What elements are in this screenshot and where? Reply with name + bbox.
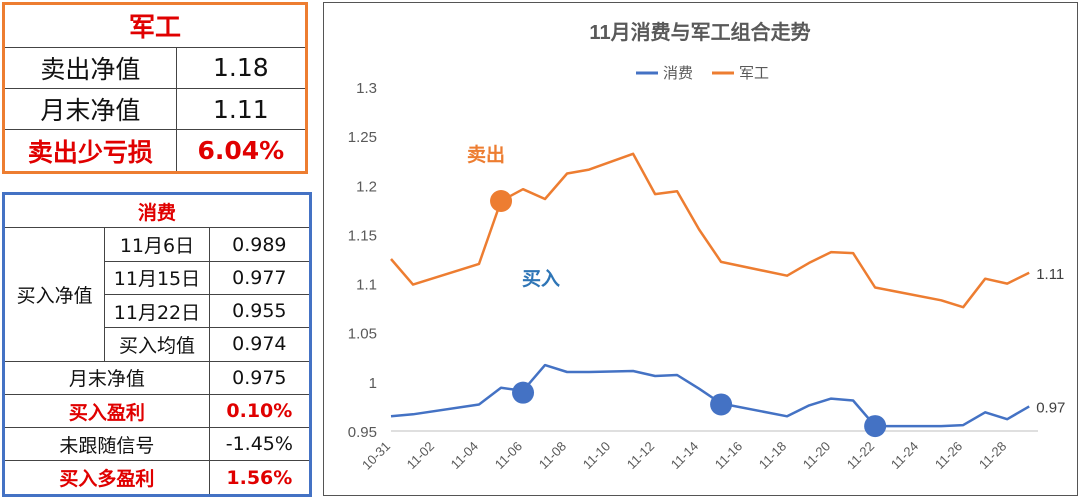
x-tick-label: 10-31 <box>359 439 393 473</box>
sell-nav-value: 1.18 <box>175 46 308 90</box>
y-tick-label: 1.15 <box>348 227 377 244</box>
month-end-nav-label: 月末净值 <box>3 360 210 395</box>
military-summary-table: 军工 卖出净值 1.18 月末净值 1.11 卖出少亏损 6.04% <box>2 2 308 174</box>
sell-less-loss-value: 6.04% <box>175 129 308 173</box>
buy-profit-label: 买入盈利 <box>3 393 210 429</box>
end-data-label: 0.97 <box>1036 399 1065 416</box>
buy-date-label: 11月22日 <box>104 294 210 329</box>
x-tick-label: 11-18 <box>756 439 789 472</box>
consumer-table-title: 消费 <box>3 192 311 229</box>
buy-extra-profit-value: 1.56% <box>208 460 312 496</box>
buy-point-marker <box>864 415 887 438</box>
y-tick-label: 1.3 <box>356 80 377 97</box>
chart-container: 11月消费与军工组合走势 消费 军工 0.95 1 1.05 1.1 1.15 1.2 1.2… <box>323 2 1078 496</box>
line-chart: 11月消费与军工组合走势 消费 军工 0.95 1 1.05 1.1 1.15 1.2 1.2… <box>348 20 1066 473</box>
x-tick-label: 11-20 <box>800 439 833 472</box>
buy-average-label: 买入均值 <box>104 327 210 362</box>
buy-point-marker <box>512 381 535 404</box>
x-tick-label: 11-16 <box>712 439 745 472</box>
x-tick-label: 11-10 <box>580 439 613 472</box>
y-tick-label: 1.25 <box>348 129 377 146</box>
x-tick-label: 11-12 <box>624 439 657 472</box>
series-line-military <box>390 152 1030 309</box>
x-tick-label: 11-26 <box>932 439 965 472</box>
month-end-nav-label: 月末净值 <box>3 88 177 131</box>
month-end-nav-value: 0.975 <box>208 360 312 395</box>
buy-nav-value: 0.955 <box>208 294 312 329</box>
y-axis: 0.95 1 1.05 1.1 1.15 1.2 1.25 1.3 <box>348 80 377 441</box>
buy-average-value: 0.974 <box>208 327 312 362</box>
sell-nav-label: 卖出净值 <box>3 46 177 90</box>
x-tick-label: 11-06 <box>492 439 525 472</box>
chart-legend: 消费 军工 <box>636 65 769 82</box>
sell-point-marker <box>490 190 513 213</box>
legend-label: 消费 <box>663 65 693 82</box>
y-tick-label: 1.2 <box>356 178 377 195</box>
x-tick-label: 11-28 <box>976 439 1009 472</box>
x-tick-label: 11-14 <box>668 439 701 472</box>
x-tick-label: 11-08 <box>536 439 569 472</box>
buy-annotation: 买入 <box>522 268 560 290</box>
y-tick-label: 1.05 <box>348 326 377 343</box>
end-data-label: 1.11 <box>1036 266 1064 283</box>
not-follow-signal-value: -1.45% <box>208 427 312 462</box>
buy-point-marker <box>710 393 733 416</box>
buy-nav-value: 0.989 <box>208 227 312 262</box>
legend-label: 军工 <box>739 65 769 82</box>
x-tick-label: 11-22 <box>844 439 877 472</box>
series-line-consumer <box>390 363 1030 428</box>
buy-profit-value: 0.10% <box>208 393 312 429</box>
plot-area: 1.11 0.97 <box>390 152 1065 438</box>
buy-date-label: 11月15日 <box>104 260 210 296</box>
y-tick-label: 0.95 <box>348 424 377 441</box>
military-table-title: 军工 <box>3 3 307 48</box>
buy-nav-value: 0.977 <box>208 260 312 296</box>
buy-extra-profit-label: 买入多盈利 <box>3 460 210 496</box>
chart-title: 11月消费与军工组合走势 <box>589 20 810 44</box>
month-end-nav-value: 1.11 <box>175 88 308 131</box>
y-tick-label: 1.1 <box>356 277 377 294</box>
x-tick-label: 11-02 <box>404 439 437 472</box>
x-axis: 10-31 11-02 11-04 11-06 11-08 11-10 11-12 11-14… <box>359 430 1038 473</box>
buy-nav-group-label: 买入净值 <box>2 227 106 362</box>
sell-less-loss-label: 卖出少亏损 <box>3 129 177 173</box>
sell-annotation: 卖出 <box>467 143 505 166</box>
x-tick-label: 11-24 <box>888 439 921 472</box>
not-follow-signal-label: 未跟随信号 <box>3 427 210 462</box>
y-tick-label: 1 <box>369 375 377 392</box>
x-tick-label: 11-04 <box>448 439 481 472</box>
buy-date-label: 11月6日 <box>104 227 210 262</box>
consumer-summary-table: 消费 买入净值 11月6日 0.989 11月15日 0.977 11月22日 … <box>2 192 312 497</box>
